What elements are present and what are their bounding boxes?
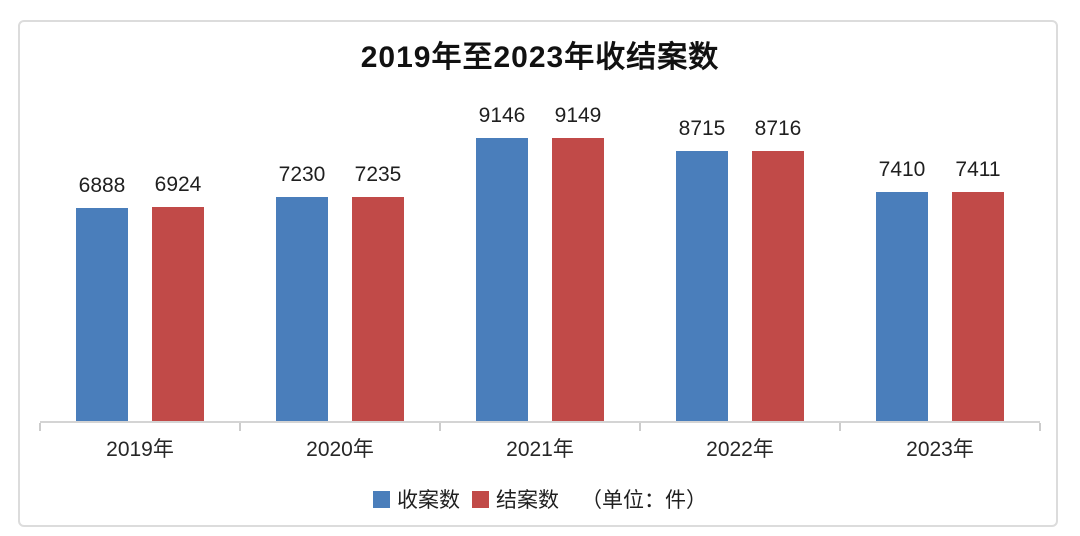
bar-column-closed-cases: 7235 bbox=[352, 162, 404, 421]
axis-tick bbox=[839, 423, 841, 431]
axis-tick bbox=[639, 423, 641, 431]
x-axis-label: 2023年 bbox=[906, 438, 974, 461]
axis-tick bbox=[439, 423, 441, 431]
bar-received-cases bbox=[876, 192, 928, 421]
legend-swatch-received-cases bbox=[373, 490, 390, 508]
legend-unit-label: （单位：件） bbox=[581, 489, 707, 512]
legend: 收案数 结案数 （单位：件） bbox=[0, 484, 1080, 514]
axis-tick bbox=[239, 423, 241, 431]
legend-label-received-cases: 收案数 bbox=[397, 489, 460, 512]
bar-column-received-cases: 7410 bbox=[876, 157, 928, 421]
bar-value-label: 6924 bbox=[154, 173, 202, 196]
bar-closed-cases bbox=[952, 192, 1004, 421]
plot-area: 6888 6924 7230 7235 9146 9149 8715 8716 7410 7411 bbox=[40, 90, 1040, 423]
bar-column-closed-cases: 8716 bbox=[752, 116, 804, 421]
bar-value-label: 7235 bbox=[354, 163, 402, 186]
bar-received-cases bbox=[276, 197, 328, 421]
category-group-2020年: 7230 7235 bbox=[240, 162, 440, 421]
bar-value-label: 7410 bbox=[878, 158, 926, 181]
legend-label-closed-cases: 结案数 bbox=[496, 489, 559, 512]
bar-column-received-cases: 6888 bbox=[76, 173, 128, 421]
bar-value-label: 7230 bbox=[278, 163, 326, 186]
bar-received-cases bbox=[76, 208, 128, 421]
category-group-2023年: 7410 7411 bbox=[840, 157, 1040, 421]
category-group-2021年: 9146 9149 bbox=[440, 103, 640, 421]
bar-value-label: 7411 bbox=[955, 158, 1001, 181]
bar-column-closed-cases: 9149 bbox=[552, 103, 604, 421]
x-axis-label: 2020年 bbox=[306, 438, 374, 461]
x-axis-label: 2022年 bbox=[706, 438, 774, 461]
bar-value-label: 9146 bbox=[478, 104, 526, 127]
bar-column-received-cases: 8715 bbox=[676, 116, 728, 421]
bar-closed-cases bbox=[552, 138, 604, 421]
axis-tick bbox=[39, 423, 41, 431]
legend-swatch-closed-cases bbox=[472, 490, 489, 508]
bar-value-label: 9149 bbox=[554, 104, 602, 127]
category-group-2019年: 6888 6924 bbox=[40, 172, 240, 421]
category-group-2022年: 8715 8716 bbox=[640, 116, 840, 421]
bar-received-cases bbox=[676, 151, 728, 421]
bar-column-received-cases: 7230 bbox=[276, 162, 328, 421]
bar-closed-cases bbox=[352, 197, 404, 421]
bar-column-closed-cases: 7411 bbox=[952, 157, 1004, 421]
bar-received-cases bbox=[476, 138, 528, 421]
bar-closed-cases bbox=[752, 151, 804, 421]
x-axis-labels: 2019年 2020年 2021年 2022年 2023年 bbox=[40, 433, 1040, 463]
bar-column-received-cases: 9146 bbox=[476, 103, 528, 421]
axis-tick bbox=[1039, 423, 1041, 431]
x-axis-ticks bbox=[39, 423, 1041, 432]
chart-title: 2019年至2023年收结案数 bbox=[360, 41, 720, 74]
x-axis-label: 2021年 bbox=[506, 438, 574, 461]
bar-value-label: 8716 bbox=[754, 117, 802, 140]
bar-closed-cases bbox=[152, 207, 204, 421]
bar-value-label: 6888 bbox=[78, 174, 126, 197]
bar-column-closed-cases: 6924 bbox=[152, 172, 204, 421]
x-axis-label: 2019年 bbox=[106, 438, 174, 461]
bar-value-label: 8715 bbox=[678, 117, 726, 140]
